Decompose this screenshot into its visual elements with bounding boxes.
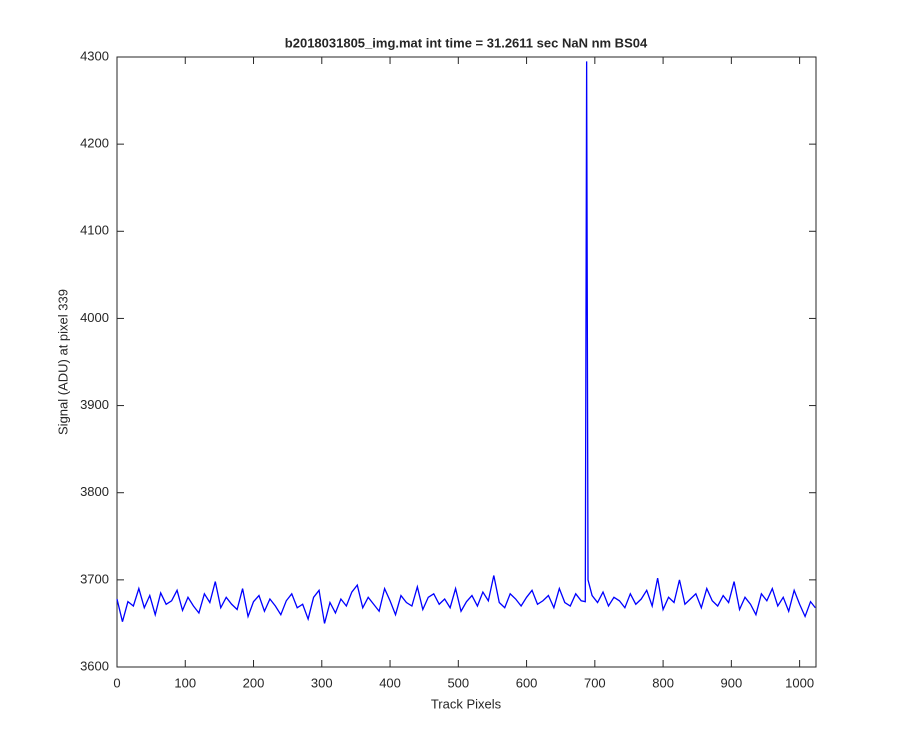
x-tick-label: 1000 xyxy=(785,675,814,690)
y-tick-label: 3800 xyxy=(80,484,109,499)
x-tick-label: 400 xyxy=(379,675,401,690)
y-tick-label: 3600 xyxy=(80,658,109,673)
y-tick-label: 4000 xyxy=(80,310,109,325)
x-tick-label: 100 xyxy=(174,675,196,690)
x-tick-label: 200 xyxy=(243,675,265,690)
x-tick-label: 500 xyxy=(447,675,469,690)
x-tick-label: 600 xyxy=(516,675,538,690)
y-tick-label: 3700 xyxy=(80,571,109,586)
chart-title: b2018031805_img.mat int time = 31.2611 s… xyxy=(285,35,648,50)
plot-area xyxy=(116,56,817,668)
x-tick-label: 300 xyxy=(311,675,333,690)
y-tick-label: 4200 xyxy=(80,136,109,151)
x-axis-label: Track Pixels xyxy=(431,696,502,711)
x-tick-label: 900 xyxy=(721,675,743,690)
y-tick-label: 4100 xyxy=(80,223,109,238)
y-axis-label: Signal (ADU) at pixel 339 xyxy=(55,289,70,435)
x-tick-label: 0 xyxy=(113,675,120,690)
x-tick-label: 700 xyxy=(584,675,606,690)
y-tick-label: 4300 xyxy=(80,48,109,63)
x-tick-label: 800 xyxy=(652,675,674,690)
y-tick-label: 3900 xyxy=(80,397,109,412)
data-line xyxy=(116,61,816,624)
